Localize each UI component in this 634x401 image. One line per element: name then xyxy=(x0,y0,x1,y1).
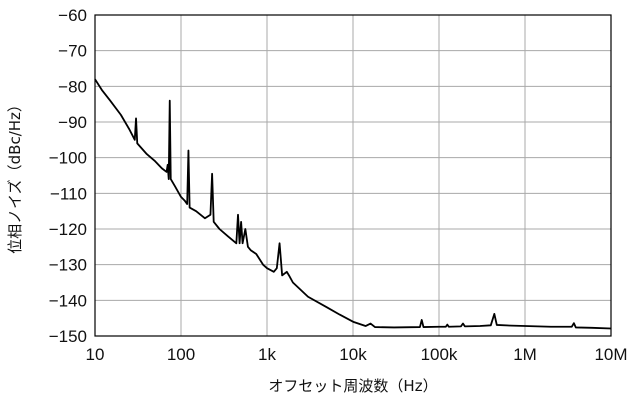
x-tick-labels: 10 100 1k 10k 100k 1M 10M xyxy=(86,345,628,364)
grid-layer xyxy=(94,14,612,337)
y-tick-label: −110 xyxy=(50,184,87,203)
plot-frame xyxy=(94,14,612,337)
y-tick-label: −150 xyxy=(49,327,87,346)
x-tick-label: 1M xyxy=(513,345,537,364)
y-tick-label: −140 xyxy=(49,291,87,310)
x-axis-title: オフセット周波数（Hz） xyxy=(268,377,437,395)
y-tick-labels: −60 −70 −80 −90 −100 −110 −120 −130 −140 −150 xyxy=(49,6,87,346)
y-tick-label: −60 xyxy=(58,6,87,25)
x-tick-label: 100k xyxy=(421,345,458,364)
x-tick-label: 100 xyxy=(167,345,195,364)
x-tick-label: 1k xyxy=(258,345,276,364)
y-tick-label: −90 xyxy=(58,113,87,132)
y-axis-title: 位相ノイズ（dBc/Hz） xyxy=(6,97,24,254)
x-tick-label: 10k xyxy=(339,345,367,364)
y-tick-label: −70 xyxy=(58,42,87,61)
x-tick-label: 10 xyxy=(86,345,105,364)
x-tick-label: 10M xyxy=(594,345,627,364)
y-tick-label: −100 xyxy=(49,149,87,168)
y-tick-label: −130 xyxy=(49,256,87,275)
y-tick-label: −120 xyxy=(49,220,87,239)
phase-noise-line xyxy=(94,78,612,330)
y-tick-label: −80 xyxy=(58,77,87,96)
series-layer xyxy=(94,78,612,330)
